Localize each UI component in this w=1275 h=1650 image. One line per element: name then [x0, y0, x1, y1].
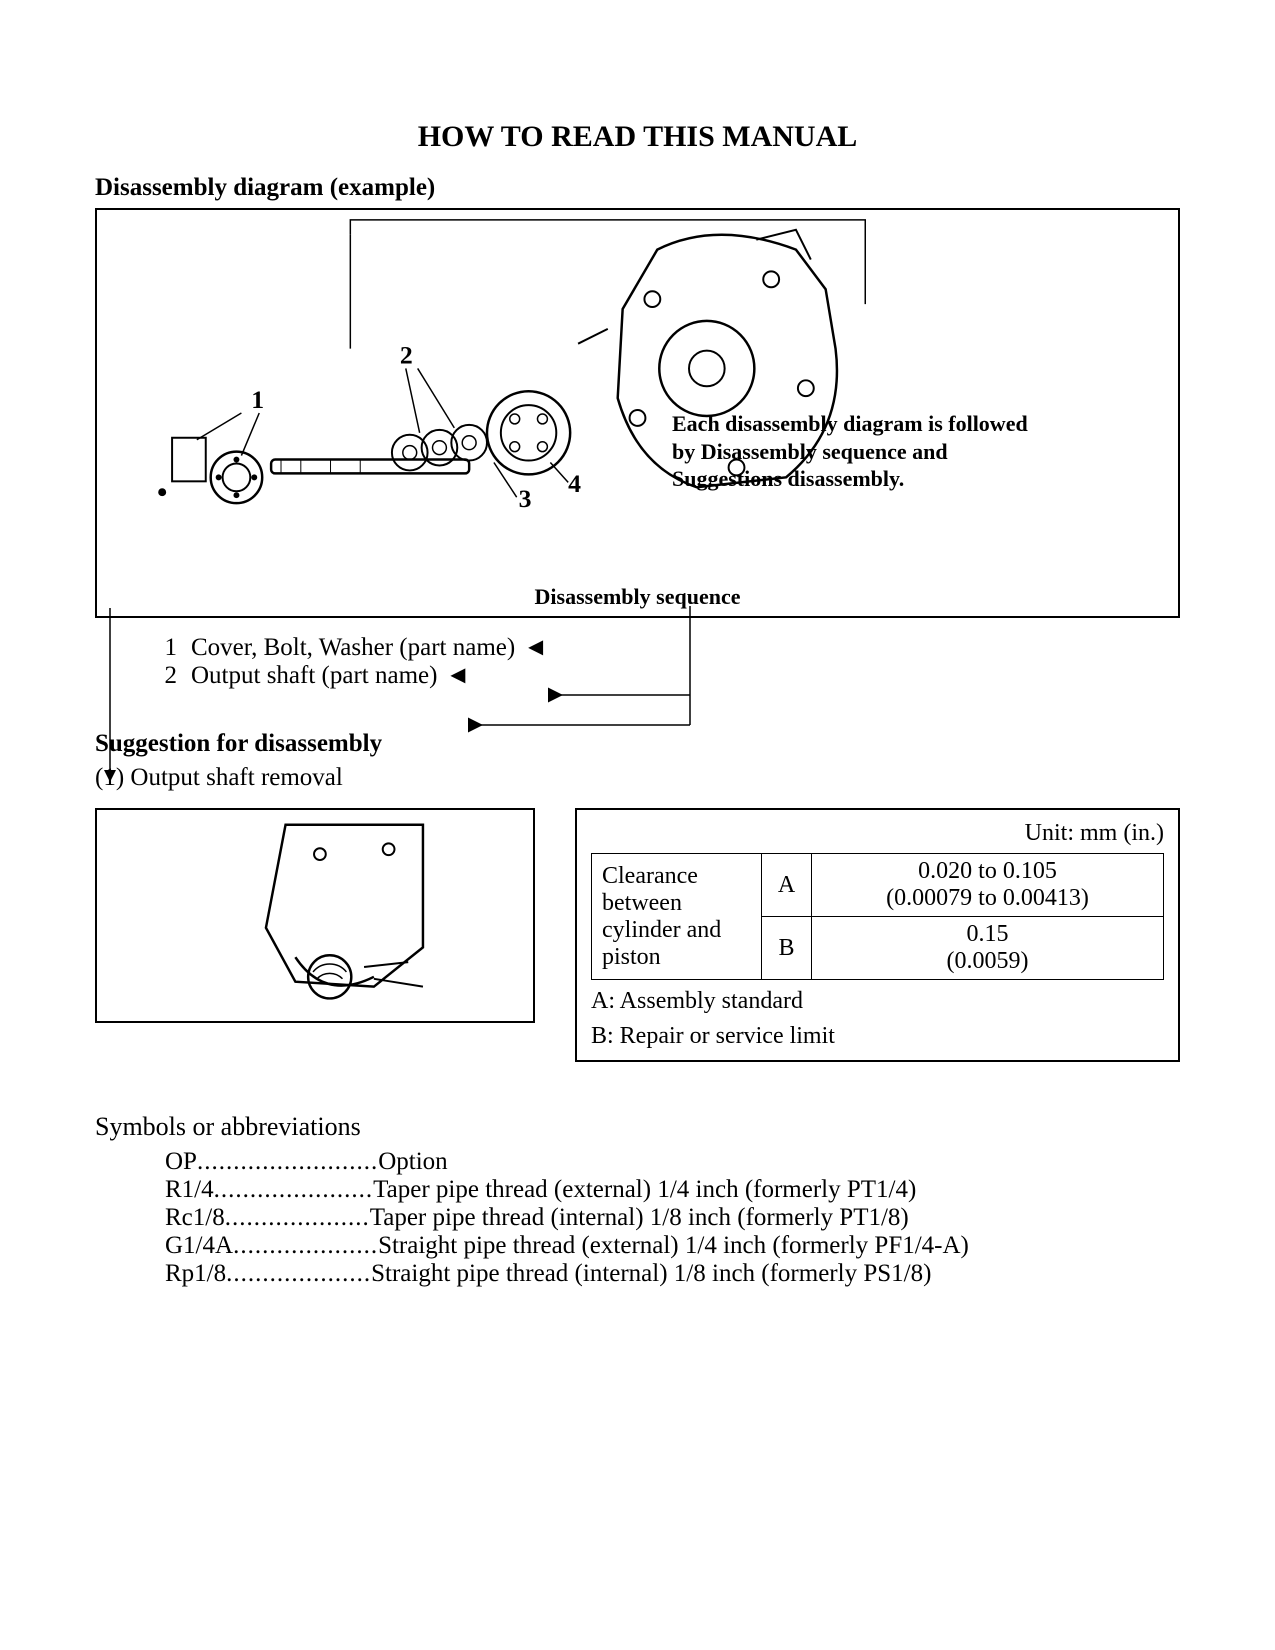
symbols-title: Symbols or abbreviations: [95, 1112, 1180, 1142]
b-value: 0.15: [822, 921, 1153, 948]
symbol-row: OP.........................Option: [165, 1148, 1180, 1176]
arrow-left-icon: ◄: [445, 662, 470, 690]
svg-text:1: 1: [251, 385, 264, 414]
section-heading-diagram: Disassembly diagram (example): [95, 174, 1180, 202]
sequence-text: Cover, Bolt, Washer (part name): [191, 634, 515, 662]
diagram-callout: Each disassembly diagram is followed by …: [672, 410, 1132, 493]
sequence-row: 2Output shaft (part name) ◄: [155, 662, 1180, 690]
detail-illustration: [97, 810, 533, 1021]
suggestion-block: Suggestion for disassembly (1) Output sh…: [95, 730, 1180, 792]
b-value: (0.0059): [822, 948, 1153, 975]
symbol-dots: ....................: [226, 1260, 371, 1288]
symbol-key: Rc1/8: [165, 1204, 225, 1232]
legend-b: B: Repair or service limit: [591, 1023, 1164, 1050]
symbol-row: Rp1/8 ....................Straight pipe …: [165, 1260, 1180, 1288]
sequence-number: 2: [155, 662, 191, 690]
disassembly-diagram-box: 1 2 3 4 Each disassembly diagram is foll…: [95, 208, 1180, 618]
symbols-block: Symbols or abbreviations OP.............…: [95, 1112, 1180, 1288]
sequence-text: Output shaft (part name): [191, 662, 437, 690]
symbol-key: R1/4: [165, 1176, 214, 1204]
callout-line: Suggestions disassembly.: [672, 465, 1132, 493]
symbol-key: G1/4A: [165, 1232, 233, 1260]
a-value: 0.020 to 0.105: [822, 858, 1153, 885]
suggestion-item: (1) Output shaft removal: [95, 764, 1180, 792]
symbol-value: Straight pipe thread (external) 1/4 inch…: [378, 1232, 969, 1260]
symbol-value: Straight pipe thread (internal) 1/8 inch…: [371, 1260, 931, 1288]
a-value: (0.00079 to 0.00413): [822, 885, 1153, 912]
symbol-key: OP: [165, 1148, 197, 1176]
symbol-value: Taper pipe thread (external) 1/4 inch (f…: [373, 1176, 916, 1204]
clearance-table: Clearance between cylinder and piston A …: [591, 853, 1164, 980]
row-label: piston: [602, 944, 751, 971]
row-label: cylinder and: [602, 917, 751, 944]
row-label: Clearance: [602, 863, 751, 890]
unit-label: Unit: mm (in.): [591, 820, 1164, 847]
disassembly-sequence-label: Disassembly sequence: [535, 584, 741, 610]
callout-line: by Disassembly sequence and: [672, 438, 1132, 466]
suggestion-heading: Suggestion for disassembly: [95, 730, 1180, 758]
legend-a: A: Assembly standard: [591, 988, 1164, 1015]
symbol-row: G1/4A....................Straight pipe t…: [165, 1232, 1180, 1260]
symbol-dots: ....................: [233, 1232, 378, 1260]
svg-text:4: 4: [568, 469, 581, 498]
detail-illustration-box: [95, 808, 535, 1023]
col-a-label: A: [762, 854, 812, 917]
symbol-row: R1/4 ......................Taper pipe th…: [165, 1176, 1180, 1204]
row-label: between: [602, 890, 751, 917]
symbol-row: Rc1/8 ....................Taper pipe thr…: [165, 1204, 1180, 1232]
sequence-list: 1Cover, Bolt, Washer (part name)◄2Output…: [155, 634, 1180, 690]
callout-line: Each disassembly diagram is followed: [672, 410, 1132, 438]
symbol-dots: ....................: [225, 1204, 370, 1232]
sequence-row: 1Cover, Bolt, Washer (part name) ◄: [155, 634, 1180, 662]
sequence-number: 1: [155, 634, 191, 662]
symbol-value: Option: [378, 1148, 447, 1176]
symbol-value: Taper pipe thread (internal) 1/8 inch (f…: [370, 1204, 909, 1232]
arrow-left-icon: ◄: [523, 634, 548, 662]
svg-text:3: 3: [519, 484, 532, 513]
lower-row: Unit: mm (in.) Clearance between cylinde…: [95, 808, 1180, 1062]
svg-text:2: 2: [400, 340, 413, 369]
col-b-label: B: [762, 917, 812, 980]
symbol-key: Rp1/8: [165, 1260, 226, 1288]
spec-table-box: Unit: mm (in.) Clearance between cylinde…: [575, 808, 1180, 1062]
symbol-dots: .........................: [197, 1148, 378, 1176]
symbols-list: OP.........................OptionR1/4 ..…: [165, 1148, 1180, 1288]
page-title: HOW TO READ THIS MANUAL: [95, 120, 1180, 154]
symbol-dots: ......................: [214, 1176, 374, 1204]
